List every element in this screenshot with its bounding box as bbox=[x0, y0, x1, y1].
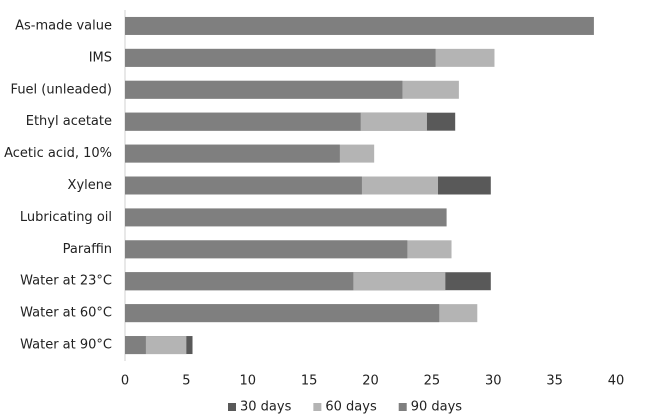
x-tick-label: 35 bbox=[546, 374, 563, 389]
x-tick-label: 40 bbox=[608, 374, 625, 389]
bar bbox=[125, 208, 447, 227]
bar bbox=[125, 176, 362, 195]
y-tick-label: Lubricating oil bbox=[20, 210, 112, 225]
legend-label: 60 days bbox=[325, 400, 377, 415]
y-tick-label: Water at 60°C bbox=[20, 306, 112, 321]
y-tick-label: As-made value bbox=[15, 18, 112, 33]
x-tick-label: 10 bbox=[239, 374, 256, 389]
x-tick-label: 5 bbox=[182, 374, 190, 389]
y-tick-label: Water at 90°C bbox=[20, 338, 112, 353]
bar bbox=[125, 48, 436, 67]
legend-swatch bbox=[313, 403, 322, 411]
x-tick-label: 15 bbox=[301, 374, 318, 389]
y-tick-label: Ethyl acetate bbox=[26, 114, 112, 129]
bar bbox=[125, 272, 354, 291]
y-tick-label: Acetic acid, 10% bbox=[4, 146, 112, 161]
legend-swatch bbox=[228, 403, 236, 411]
x-tick-label: 0 bbox=[121, 374, 129, 389]
legend-swatch bbox=[398, 403, 407, 411]
legend-label: 30 days bbox=[240, 400, 292, 415]
bar bbox=[125, 16, 594, 35]
bar bbox=[125, 304, 440, 323]
x-tick-label: 30 bbox=[485, 374, 502, 389]
x-tick-label: 25 bbox=[424, 374, 441, 389]
bar bbox=[125, 240, 408, 259]
y-tick-label: Xylene bbox=[68, 178, 112, 193]
bar bbox=[125, 112, 361, 131]
bar bbox=[125, 336, 146, 355]
y-tick-label: Paraffin bbox=[63, 242, 112, 257]
x-tick-label: 20 bbox=[362, 374, 379, 389]
y-tick-label: Fuel (unleaded) bbox=[11, 82, 112, 97]
bar bbox=[125, 80, 403, 99]
y-tick-label: Water at 23°C bbox=[20, 274, 112, 289]
y-tick-label: IMS bbox=[89, 50, 112, 65]
legend-label: 90 days bbox=[411, 400, 463, 415]
bar bbox=[125, 144, 340, 163]
